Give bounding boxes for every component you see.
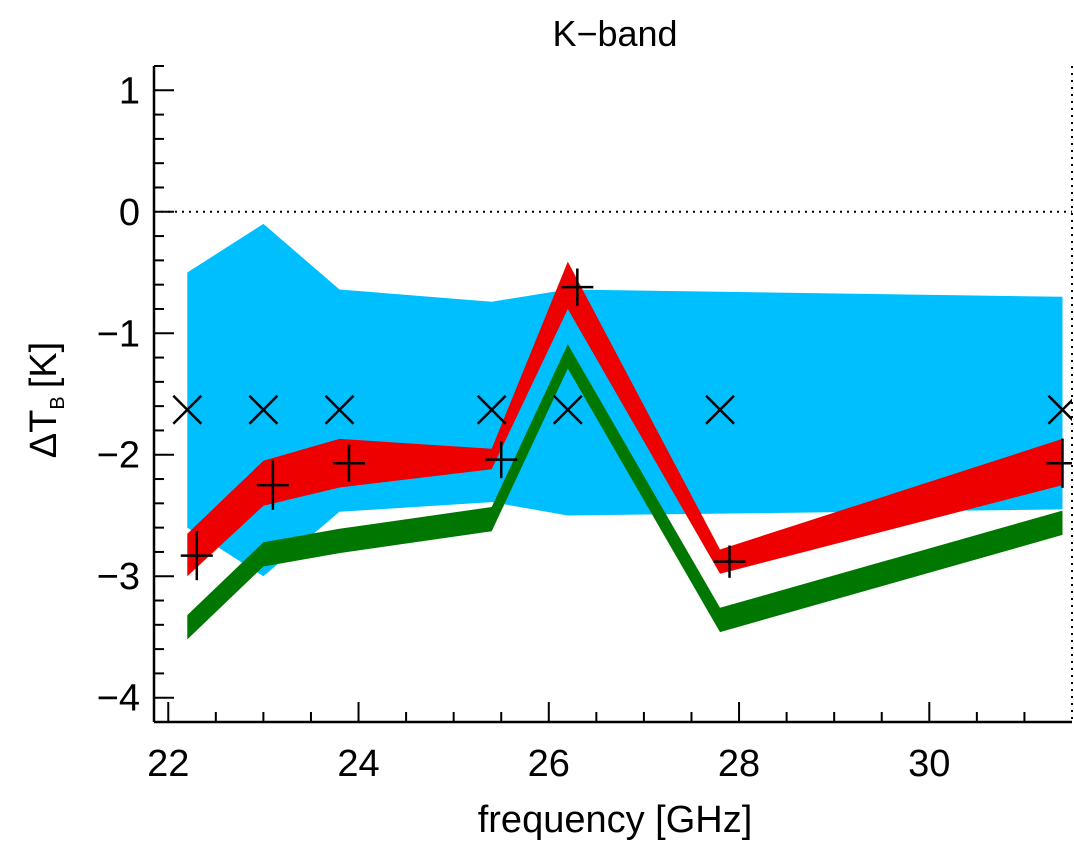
axis-labels: K−band frequency [GHz] ΔTB [K] [23,13,752,841]
cross-marker [705,394,735,425]
plus-marker [485,441,518,479]
cross-marker-b [248,394,279,425]
x-tick-label: 28 [718,743,760,785]
cross-marker [324,394,355,425]
y-tick-label: −2 [97,435,140,477]
y-axis-title: ΔTB [K] [23,342,69,458]
cross-marker [476,394,507,425]
cross-marker-b [1047,398,1072,425]
y-axis-title-unit: [K] [23,342,65,388]
axes-frame: 22 24 26 28 30 1 0 −1 −2 −3 −4 [97,65,1073,785]
y-axis-title-subscript: B [47,396,69,409]
y-tick-label: −1 [97,313,140,355]
cross-marker-b [552,394,583,425]
cross-marker [552,394,583,425]
plus-marker [713,545,746,578]
cross-marker [172,394,203,425]
cross-marker-b [705,394,735,425]
plus-marker [1046,438,1072,488]
cross-marker-b [172,394,203,425]
chart-title: K−band [552,13,677,54]
cross-marker [1047,394,1072,425]
cross-marker-b [476,394,507,425]
x-tick-label: 22 [147,743,189,785]
x-axis-title: frequency [GHz] [478,799,753,841]
x-tick-label: 30 [908,743,950,785]
plus-marker [561,268,594,306]
plot-area [154,210,1072,640]
y-tick-label: −3 [97,556,140,598]
y-tick-label: 1 [119,70,140,112]
y-axis-title-symbol: ΔT [23,410,65,459]
cross-marker [248,394,279,425]
plus-marker [180,530,213,581]
cross-marker-b [324,394,355,425]
y-tick-label: 0 [119,192,140,234]
x-tick-label: 26 [528,743,570,785]
plus-marker [256,460,289,510]
plus-marker [333,444,366,482]
x-tick-label: 24 [337,743,379,785]
y-tick-label: −4 [97,678,140,720]
